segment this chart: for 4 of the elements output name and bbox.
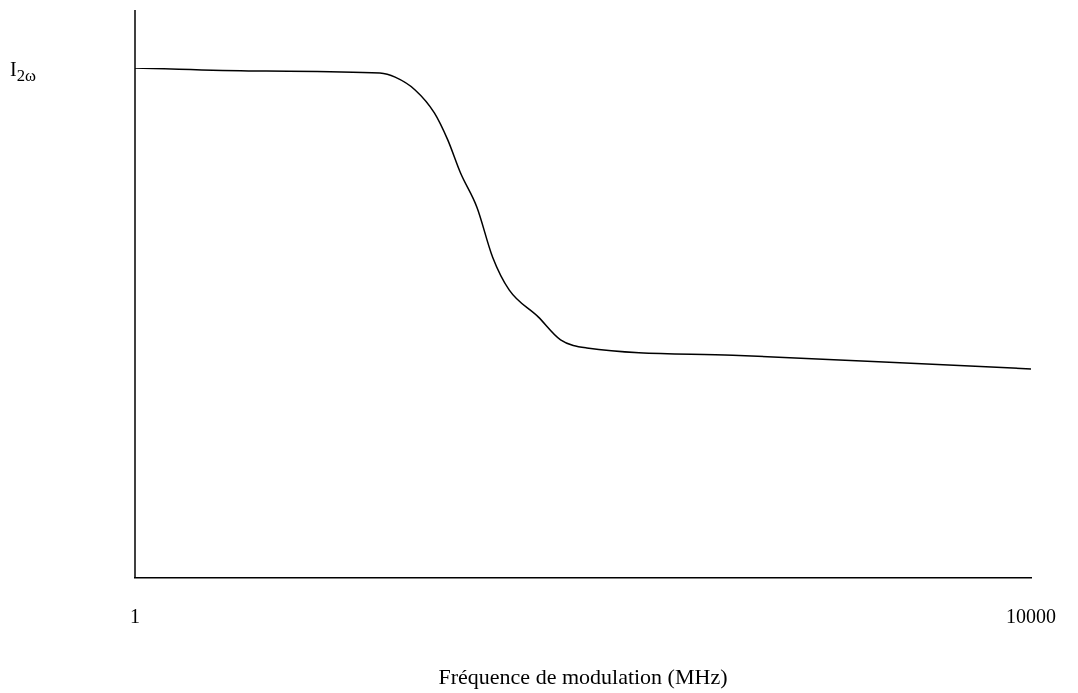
x-axis-title: Fréquence de modulation (MHz): [438, 663, 728, 689]
x-tick-label: 1: [130, 605, 140, 628]
y-axis-title: I$_{2ω}$: [10, 58, 36, 86]
x-tick-label: 10000: [1006, 605, 1056, 628]
